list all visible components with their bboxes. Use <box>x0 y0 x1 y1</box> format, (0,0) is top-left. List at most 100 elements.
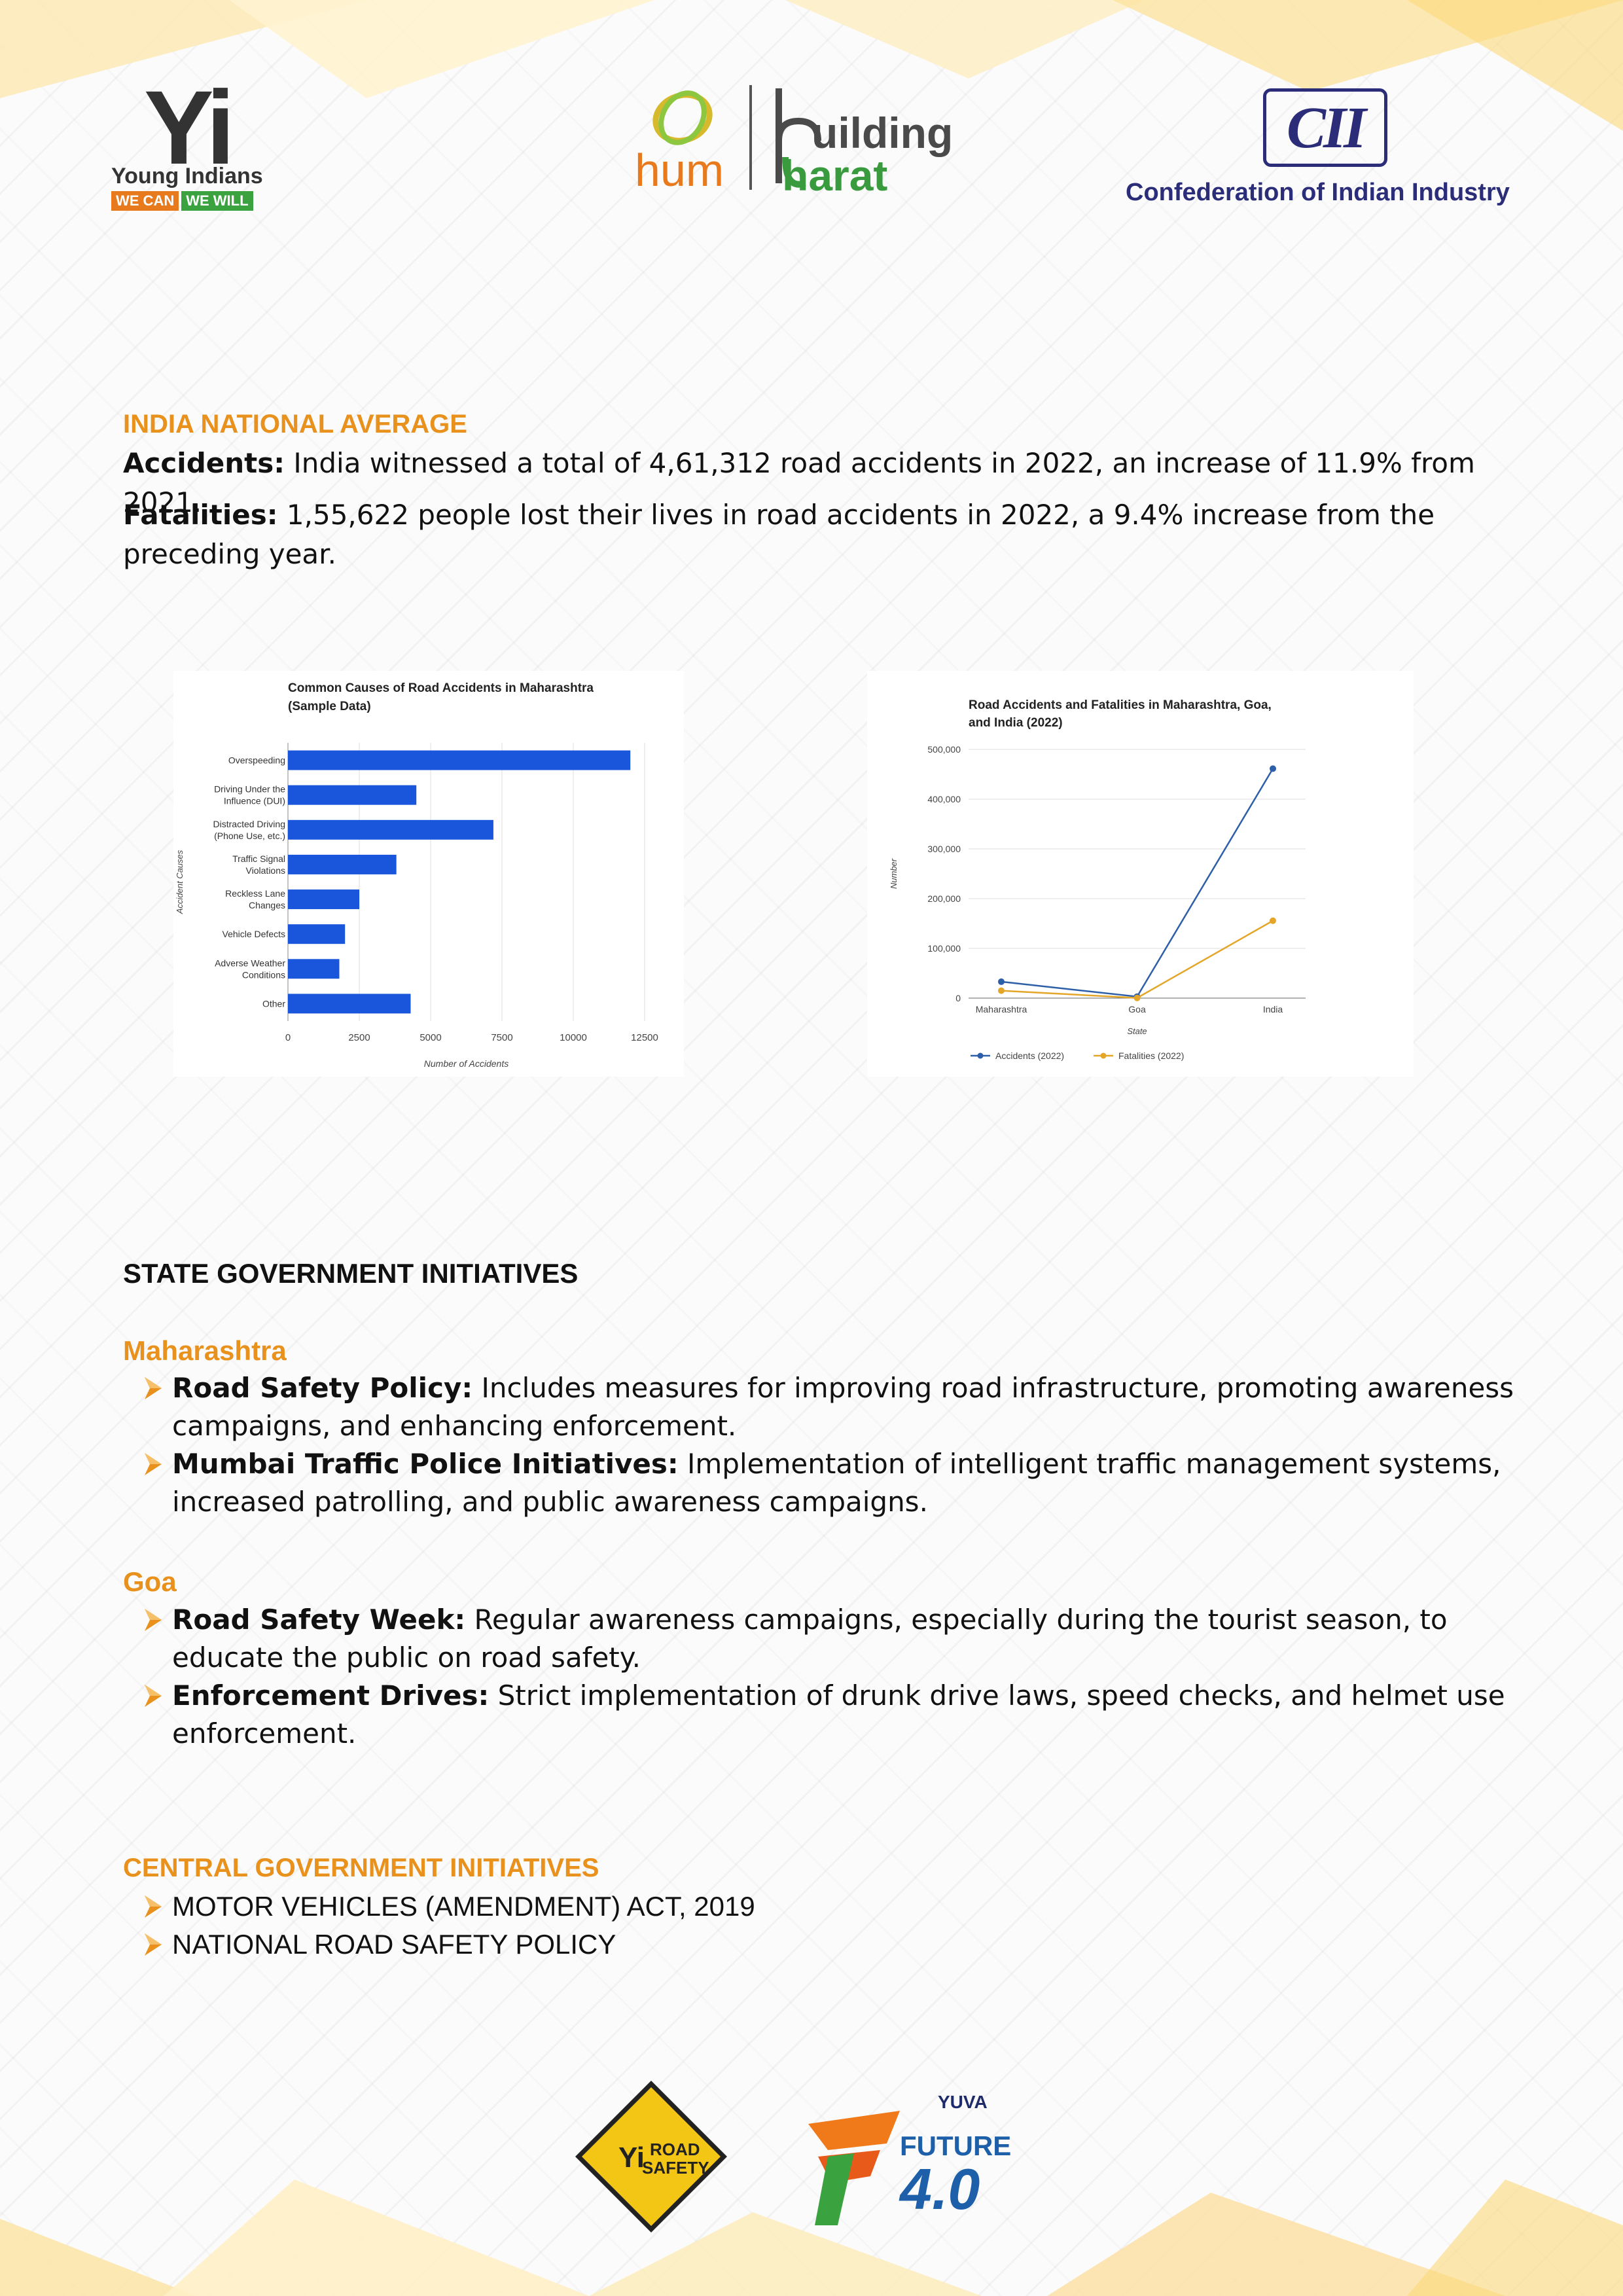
state-initiatives-title: STATE GOVERNMENT INITIATIVES <box>123 1258 579 1289</box>
maharashtra-title: Maharashtra <box>123 1335 287 1366</box>
chevron-right-icon <box>145 1377 162 1399</box>
x-tick-label: 0 <box>285 1032 291 1043</box>
bharat-text: harat <box>782 151 888 200</box>
chevron-right-icon <box>145 1685 162 1707</box>
y-axis-title: Number <box>889 858 899 889</box>
y-tick-label: Adverse Weather <box>215 958 285 968</box>
list-item: NATIONAL ROAD SAFETY POLICY <box>141 1926 1535 1964</box>
y-tick-label: Violations <box>246 865 285 876</box>
y-tick-label: Changes <box>249 900 285 910</box>
bar <box>288 994 411 1014</box>
future-4-logo: YUVA FUTURE 4.0 <box>802 2085 1044 2242</box>
yi-logo-mark: Yi <box>144 69 235 186</box>
yi-tag-we-can: WE CAN <box>111 191 179 211</box>
item-label: Enforcement Drives: <box>172 1679 490 1712</box>
data-point <box>1270 917 1276 924</box>
yi-tag-we-will: WE WILL <box>181 191 253 211</box>
item-label: Mumbai Traffic Police Initiatives: <box>172 1448 679 1480</box>
item-text: MOTOR VEHICLES (AMENDMENT) ACT, 2019 <box>172 1891 755 1922</box>
item-text: NATIONAL ROAD SAFETY POLICY <box>172 1929 616 1960</box>
x-tick-label: 5000 <box>419 1032 441 1043</box>
central-list: MOTOR VEHICLES (AMENDMENT) ACT, 2019 NAT… <box>141 1888 1535 1964</box>
y-tick-label: 500,000 <box>927 744 961 755</box>
data-point <box>998 978 1005 985</box>
y-tick-label: Driving Under the <box>214 784 285 795</box>
chevron-right-icon <box>145 1895 162 1918</box>
national-average-title: INDIA NATIONAL AVERAGE <box>123 410 467 439</box>
bar <box>288 889 359 910</box>
yi-logo-name: Young Indians <box>111 164 263 188</box>
item-label: Road Safety Policy: <box>172 1372 473 1404</box>
y-tick-label: Reckless Lane <box>225 888 285 899</box>
y-tick-label: 100,000 <box>927 943 961 954</box>
road-safety-sign-icon: Yi ROAD SAFETY <box>575 2081 727 2233</box>
chevron-right-icon <box>145 1453 162 1475</box>
chart-title: Road Accidents and Fatalities in Maharas… <box>969 698 1272 712</box>
fatalities-text: 1,55,622 people lost their lives in road… <box>123 499 1435 570</box>
goa-title: Goa <box>123 1566 177 1597</box>
item-text: Implementation of intelligent traffic ma… <box>172 1448 1501 1518</box>
y-tick-label: Other <box>262 998 285 1009</box>
cii-logo: CII Confederation of Indian Industry <box>1126 88 1531 213</box>
yi-logo-tagline: WE CAN WE WILL <box>111 191 253 211</box>
data-point <box>1270 765 1276 772</box>
bar <box>288 959 340 979</box>
chart-title: (Sample Data) <box>288 700 371 713</box>
cii-logo-name: Confederation of Indian Industry <box>1126 179 1510 206</box>
x-tick-label: 2500 <box>348 1032 370 1043</box>
road-safety-line1: ROAD <box>650 2140 700 2159</box>
list-item: Road Safety Week: Regular awareness camp… <box>141 1601 1535 1677</box>
y-tick-label: (Phone Use, etc.) <box>214 831 285 841</box>
bar <box>288 819 493 840</box>
x-tick-label: India <box>1263 1004 1283 1014</box>
maharashtra-list: Road Safety Policy: Includes measures fo… <box>141 1369 1535 1521</box>
hum-building-bharat-logo: hum uilding harat <box>635 82 988 200</box>
bar <box>288 854 397 874</box>
road-safety-mark: Yi <box>618 2142 645 2174</box>
future-brand-text: YUVA <box>938 2092 988 2112</box>
future-logo-graphic: YUVA FUTURE 4.0 <box>808 2092 1011 2225</box>
cii-logo-mark: CII <box>1263 88 1387 167</box>
legend-label: Fatalities (2022) <box>1118 1050 1184 1061</box>
item-text: Includes measures for improving road inf… <box>172 1372 1514 1442</box>
y-tick-label: 300,000 <box>927 844 961 854</box>
x-tick-label: 12500 <box>631 1032 658 1043</box>
accidents-line-chart: Road Accidents and Fatalities in Maharas… <box>867 671 1414 1077</box>
x-axis-title: Number of Accidents <box>424 1058 508 1069</box>
x-axis-title: State <box>1127 1026 1147 1036</box>
legend-marker <box>977 1052 984 1059</box>
chevron-right-icon <box>145 1609 162 1631</box>
y-tick-label: 400,000 <box>927 794 961 804</box>
causes-bar-chart-svg: Common Causes of Road Accidents in Mahar… <box>175 681 658 1069</box>
accidents-text: India witnessed a total of 4,61,312 road… <box>123 447 1475 518</box>
bar <box>288 785 417 805</box>
national-accidents-paragraph: Accidents: India witnessed a total of 4,… <box>123 444 1524 522</box>
y-tick-label: 0 <box>955 993 961 1003</box>
item-text: Strict implementation of drunk drive law… <box>172 1679 1505 1749</box>
list-item: Enforcement Drives: Strict implementatio… <box>141 1677 1535 1753</box>
road-safety-line2: SAFETY <box>642 2158 709 2178</box>
y-axis-title: Accident Causes <box>175 850 185 914</box>
item-label: Road Safety Week: <box>172 1604 466 1636</box>
series-line <box>1001 768 1274 998</box>
goa-list: Road Safety Week: Regular awareness camp… <box>141 1601 1535 1753</box>
x-tick-label: 10000 <box>560 1032 587 1043</box>
y-tick-label: Overspeeding <box>228 755 285 766</box>
accidents-line-chart-svg: Road Accidents and Fatalities in Maharas… <box>889 698 1306 1061</box>
hum-text: hum <box>635 145 724 196</box>
y-tick-label: Traffic Signal <box>232 853 285 864</box>
building-text: uilding <box>812 109 954 157</box>
accidents-label: Accidents: <box>123 447 285 479</box>
fatalities-label: Fatalities: <box>123 499 278 531</box>
chart-title: and India (2022) <box>969 716 1063 730</box>
list-item: Road Safety Policy: Includes measures fo… <box>141 1369 1535 1445</box>
central-initiatives-title: CENTRAL GOVERNMENT INITIATIVES <box>123 1854 599 1882</box>
road-safety-logo: Yi ROAD SAFETY <box>573 2078 730 2235</box>
chevron-right-icon <box>145 1933 162 1956</box>
y-tick-label: Distracted Driving <box>213 819 285 829</box>
y-tick-label: Influence (DUI) <box>224 796 285 806</box>
list-item: MOTOR VEHICLES (AMENDMENT) ACT, 2019 <box>141 1888 1535 1926</box>
future-word-text: FUTURE <box>900 2130 1011 2161</box>
